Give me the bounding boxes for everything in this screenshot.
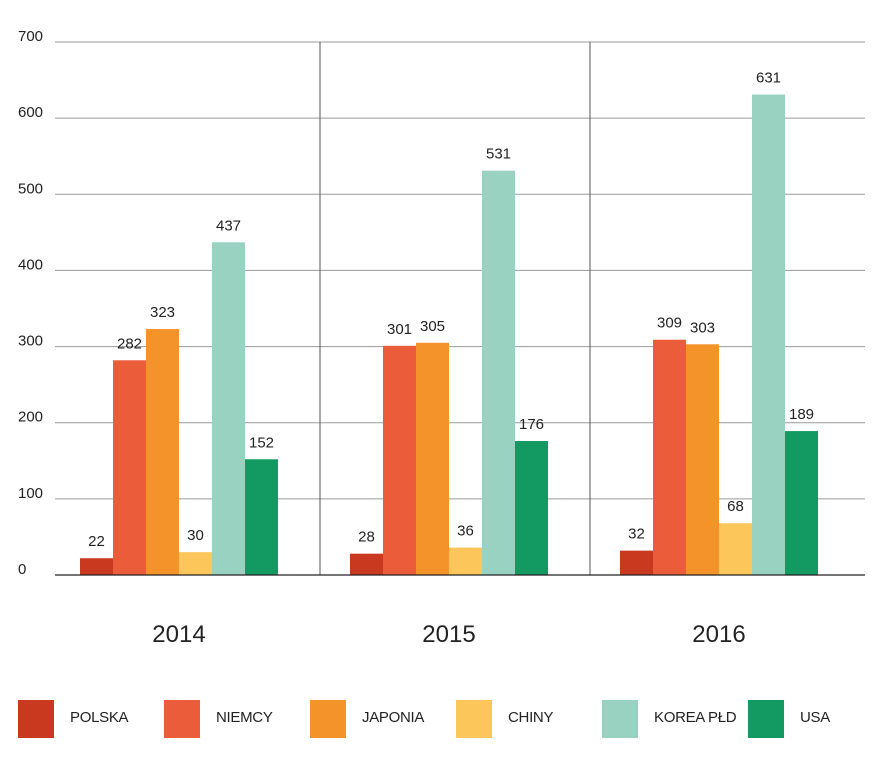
chart-area: 0 100 200 300 400 500 600 700 22 282 323 30 437 152 20… xyxy=(18,28,865,648)
bar xyxy=(179,552,212,575)
bar xyxy=(515,440,548,575)
data-label: 68 xyxy=(727,498,744,515)
bar xyxy=(80,558,113,575)
data-label: 32 xyxy=(628,526,645,543)
data-label: 531 xyxy=(486,146,511,163)
legend-swatch xyxy=(748,700,784,738)
bar xyxy=(245,459,278,575)
data-label: 22 xyxy=(88,533,105,550)
y-tick-label: 100 xyxy=(18,485,43,502)
bar xyxy=(620,550,653,575)
x-tick-label: 2016 xyxy=(692,621,745,648)
data-label: 303 xyxy=(690,319,715,336)
data-label: 437 xyxy=(216,217,241,234)
bar xyxy=(482,170,515,575)
bar xyxy=(686,344,719,575)
y-tick-label: 700 xyxy=(18,28,43,45)
legend-swatch xyxy=(18,700,54,738)
legend-swatch xyxy=(456,700,492,738)
bar xyxy=(752,94,785,575)
legend-label: JAPONIA xyxy=(362,709,425,726)
bar xyxy=(719,523,752,575)
data-label: 301 xyxy=(387,321,412,338)
data-label: 631 xyxy=(756,70,781,87)
legend-swatch xyxy=(310,700,346,738)
bar xyxy=(785,431,818,575)
y-tick-label: 200 xyxy=(18,409,43,426)
data-label: 176 xyxy=(519,416,544,433)
data-label: 309 xyxy=(657,315,682,332)
bar xyxy=(383,345,416,575)
data-label: 36 xyxy=(457,523,474,540)
data-label: 323 xyxy=(150,304,175,321)
y-tick-label: 600 xyxy=(18,104,43,121)
x-tick-label: 2015 xyxy=(422,621,475,648)
bar xyxy=(416,342,449,575)
bar xyxy=(350,553,383,575)
bar xyxy=(653,339,686,575)
legend-label: CHINY xyxy=(508,709,554,726)
data-label: 305 xyxy=(420,318,445,335)
data-label: 282 xyxy=(117,335,142,352)
bar-chart: 0 100 200 300 400 500 600 700 22 282 323 30 437 152 20… xyxy=(18,28,865,648)
bar xyxy=(449,547,482,575)
legend-label: NIEMCY xyxy=(216,709,273,726)
legend-swatch xyxy=(602,700,638,738)
bar xyxy=(146,329,179,575)
data-label: 189 xyxy=(789,406,814,423)
data-label: 30 xyxy=(187,527,204,544)
y-tick-label: 300 xyxy=(18,333,43,350)
bar xyxy=(113,360,146,575)
legend-label: USA xyxy=(800,709,830,726)
legend-label: POLSKA xyxy=(70,709,129,726)
y-tick-label: 500 xyxy=(18,180,43,197)
legend-swatch xyxy=(164,700,200,738)
chart-legend: POLSKA NIEMCY JAPONIA CHINY KOREA PŁD USA xyxy=(0,690,876,750)
legend-label: KOREA PŁD xyxy=(654,709,737,726)
data-label: 28 xyxy=(358,529,375,546)
y-tick-label: 400 xyxy=(18,256,43,273)
data-label: 152 xyxy=(249,434,274,451)
x-tick-label: 2014 xyxy=(152,621,205,648)
y-tick-label: 0 xyxy=(18,561,26,578)
bar xyxy=(212,242,245,575)
